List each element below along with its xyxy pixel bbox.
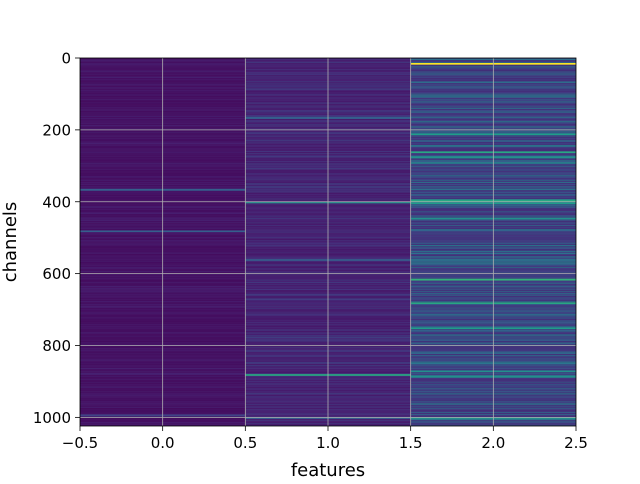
y-axis-ticks: 0 200 400 600 800 1000 xyxy=(33,50,80,427)
y-tick-label: 200 xyxy=(42,121,71,139)
y-tick-label: 1000 xyxy=(33,409,71,427)
grid-lines xyxy=(80,58,576,426)
x-axis-label: features xyxy=(291,460,365,480)
y-tick-label: 800 xyxy=(42,337,71,355)
x-tick-label: −0.5 xyxy=(62,434,98,452)
y-axis-label: channels xyxy=(0,202,21,283)
x-tick-label: 0.5 xyxy=(233,434,257,452)
x-tick-label: 2.5 xyxy=(564,434,588,452)
x-tick-label: 2.0 xyxy=(481,434,505,452)
y-tick-label: 600 xyxy=(42,265,71,283)
x-tick-label: 1.0 xyxy=(316,434,340,452)
x-axis-ticks: −0.5 0.0 0.5 1.0 1.5 2.0 2.5 xyxy=(62,426,588,452)
y-tick-label: 0 xyxy=(61,50,71,68)
y-tick-label: 400 xyxy=(42,193,71,211)
x-tick-label: 1.5 xyxy=(399,434,423,452)
x-tick-label: 0.0 xyxy=(151,434,175,452)
